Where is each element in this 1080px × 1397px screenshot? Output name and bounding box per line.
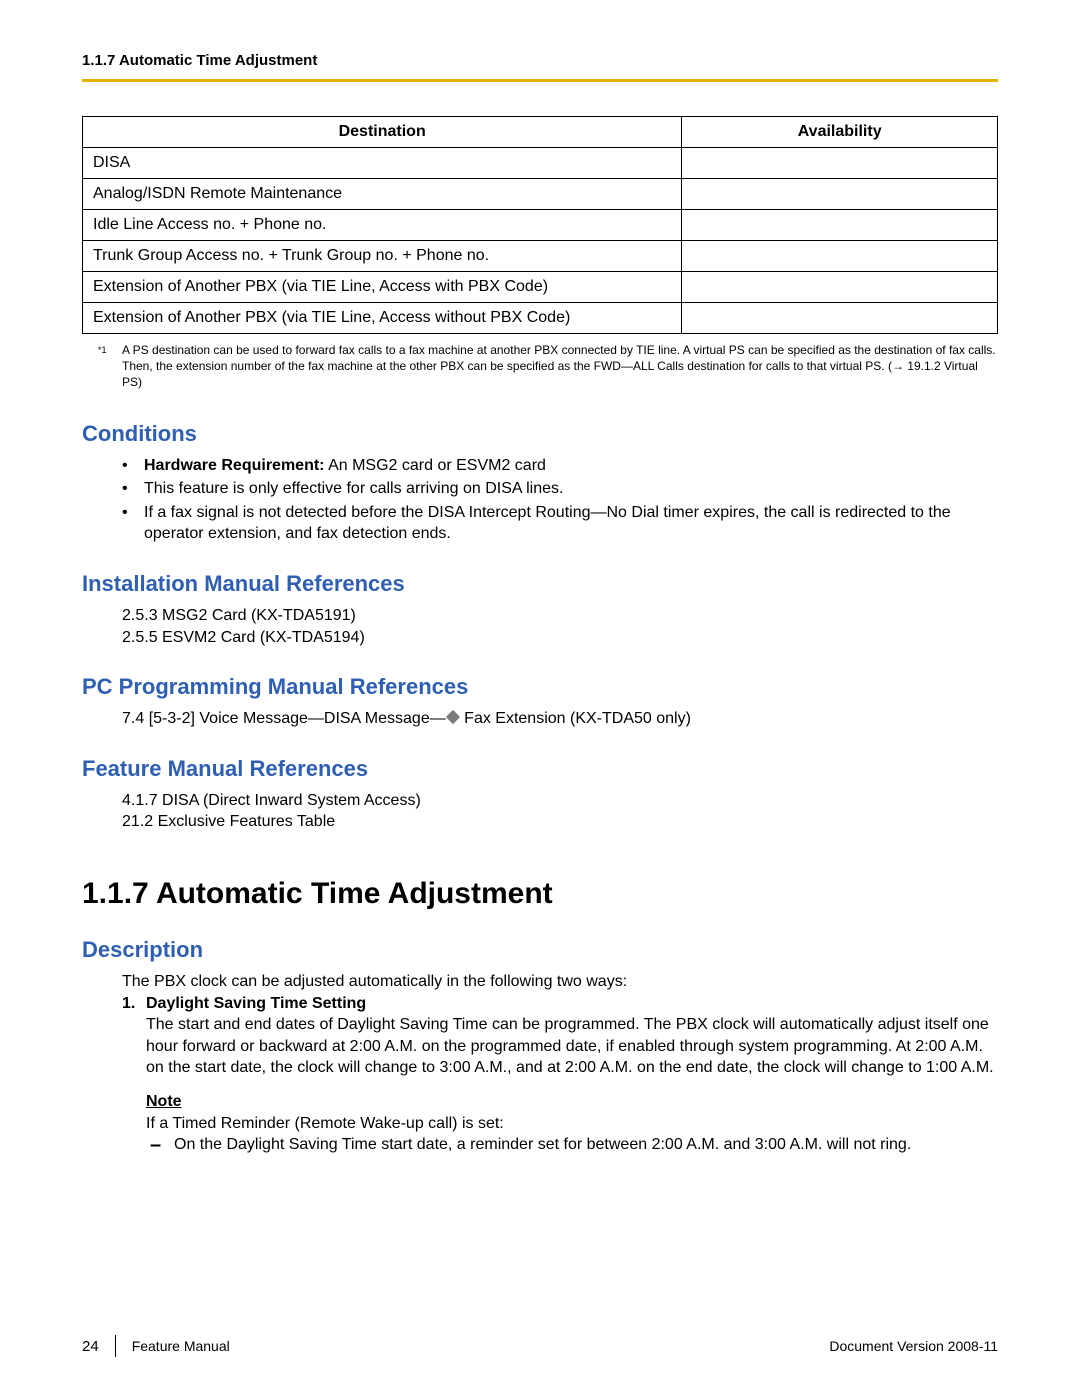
table-cell: [682, 272, 998, 303]
numbered-list: 1. Daylight Saving Time Setting The star…: [122, 993, 998, 1079]
table-row: DISA: [83, 148, 998, 179]
list-item: This feature is only effective for calls…: [122, 478, 998, 500]
table-header-destination: Destination: [83, 117, 682, 148]
footnote-text: A PS destination can be used to forward …: [122, 342, 998, 391]
conditions-list: Hardware Requirement: An MSG2 card or ES…: [122, 455, 998, 545]
pc-ref-line: 7.4 [5-3-2] Voice Message—DISA Message— …: [122, 708, 998, 730]
heading-conditions: Conditions: [82, 421, 998, 447]
list-item-body: The start and end dates of Daylight Savi…: [146, 1014, 998, 1079]
table-header-availability: Availability: [682, 117, 998, 148]
table-cell: [682, 148, 998, 179]
note-intro: If a Timed Reminder (Remote Wake-up call…: [146, 1113, 998, 1135]
footnote-marker: *1: [98, 342, 122, 391]
table-cell: Trunk Group Access no. + Trunk Group no.…: [83, 241, 682, 272]
pc-ref-post: Fax Extension (KX-TDA50 only): [460, 710, 691, 727]
footer-manual-name: Feature Manual: [132, 1338, 230, 1354]
table-row: Trunk Group Access no. + Trunk Group no.…: [83, 241, 998, 272]
table-cell: Extension of Another PBX (via TIE Line, …: [83, 303, 682, 334]
list-item: Hardware Requirement: An MSG2 card or ES…: [122, 455, 998, 477]
table-row: Analog/ISDN Remote Maintenance: [83, 179, 998, 210]
list-number: 1.: [122, 993, 146, 1015]
table-cell: Analog/ISDN Remote Maintenance: [83, 179, 682, 210]
table-cell: DISA: [83, 148, 682, 179]
diamond-icon: [446, 710, 460, 724]
table-cell: [682, 179, 998, 210]
table-row: Extension of Another PBX (via TIE Line, …: [83, 272, 998, 303]
heading-installation-refs: Installation Manual References: [82, 571, 998, 597]
table-row: Extension of Another PBX (via TIE Line, …: [83, 303, 998, 334]
table-row: Idle Line Access no. + Phone no.: [83, 210, 998, 241]
footer-page-number: 24: [82, 1338, 99, 1355]
heading-feature-refs: Feature Manual References: [82, 756, 998, 782]
ref-line: 2.5.5 ESVM2 Card (KX-TDA5194): [122, 627, 998, 649]
heading-description: Description: [82, 937, 998, 963]
table-cell: [682, 303, 998, 334]
list-item: If a fax signal is not detected before t…: [122, 502, 998, 545]
heading-pc-refs: PC Programming Manual References: [82, 674, 998, 700]
table-cell: Idle Line Access no. + Phone no.: [83, 210, 682, 241]
note-dash-item: On the Daylight Saving Time start date, …: [146, 1134, 998, 1156]
pc-ref-pre: 7.4 [5-3-2] Voice Message—DISA Message—: [122, 710, 446, 727]
ref-line: 2.5.3 MSG2 Card (KX-TDA5191): [122, 605, 998, 627]
ref-line: 21.2 Exclusive Features Table: [122, 811, 998, 833]
ref-line: 4.1.7 DISA (Direct Inward System Access): [122, 790, 998, 812]
table-cell: [682, 210, 998, 241]
footer-doc-version: Document Version 2008-11: [829, 1338, 998, 1354]
table-cell: Extension of Another PBX (via TIE Line, …: [83, 272, 682, 303]
footnote: *1 A PS destination can be used to forwa…: [98, 342, 998, 391]
table-cell: [682, 241, 998, 272]
note-dash-list: On the Daylight Saving Time start date, …: [146, 1134, 998, 1156]
note-label: Note: [146, 1093, 998, 1111]
page-footer: 24 Feature Manual Document Version 2008-…: [82, 1335, 998, 1357]
list-item-title: Daylight Saving Time Setting: [146, 993, 366, 1015]
description-intro: The PBX clock can be adjusted automatica…: [122, 971, 998, 993]
destination-table: Destination Availability DISAAnalog/ISDN…: [82, 116, 998, 334]
accent-rule: [82, 79, 998, 82]
section-heading: 1.1.7 Automatic Time Adjustment: [82, 877, 998, 911]
running-header: 1.1.7 Automatic Time Adjustment: [82, 52, 998, 69]
footer-divider: [115, 1335, 116, 1357]
